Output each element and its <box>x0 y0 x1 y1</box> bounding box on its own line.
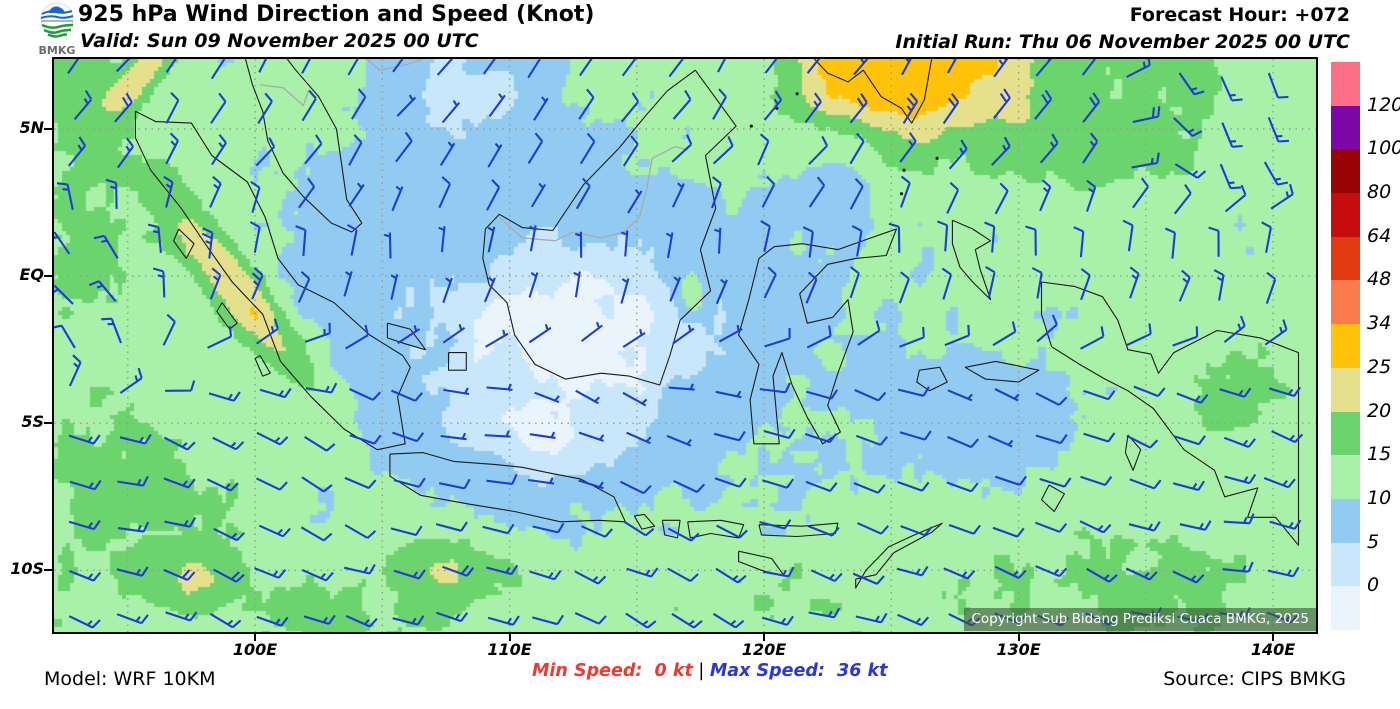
coastline <box>386 322 427 351</box>
lon-axis-label: 140E <box>1250 640 1296 659</box>
max-speed-label: Max Speed: <box>709 661 831 681</box>
coastline <box>134 110 411 451</box>
lon-axis-label: 110E <box>487 640 532 659</box>
footer-source: Source: CIPS BMKG <box>1163 668 1346 690</box>
colorbar-label: 48 <box>1367 268 1392 291</box>
colorbar-segment <box>1331 455 1360 499</box>
colorbar-label: 15 <box>1367 443 1392 466</box>
colorbar-label: 100 <box>1367 137 1400 160</box>
colorbar-segment <box>1331 498 1360 543</box>
coastline <box>738 228 897 445</box>
lon-axis-label: 100E <box>232 640 278 659</box>
colorbar-segment <box>1331 236 1360 281</box>
coastline <box>216 302 238 330</box>
island-dot <box>935 156 939 160</box>
copyright-overlay: Copyright Sub Bidang Prediksi Cuaca BMKG… <box>964 608 1316 631</box>
coastline <box>173 228 195 259</box>
colorbar-segment <box>1331 586 1360 630</box>
country-border <box>365 59 425 71</box>
coastline <box>813 59 933 124</box>
coastline <box>254 355 271 377</box>
lon-tick <box>508 632 511 641</box>
map-overlay-svg <box>54 59 1316 632</box>
initial-run: Initial Run: Thu 06 November 2025 00 UTC <box>895 31 1350 53</box>
bmkg-logo-text: BMKG <box>38 44 76 57</box>
colorbar-segment <box>1331 367 1360 412</box>
island-dot <box>899 192 904 196</box>
coastline <box>447 352 467 371</box>
coastline <box>633 513 656 530</box>
colorbar-segment <box>1331 324 1360 368</box>
colorbar-label: 34 <box>1367 312 1392 335</box>
forecast-hour-value: +072 <box>1294 4 1350 26</box>
coastline <box>661 519 681 539</box>
valid-datetime: Valid: Sun 09 November 2025 00 UTC <box>80 30 479 52</box>
coastline <box>758 522 839 538</box>
colorbar-segment <box>1331 542 1360 587</box>
lat-tick <box>44 422 53 425</box>
lon-axis-label: 130E <box>996 640 1041 659</box>
colorbar-label: 64 <box>1367 224 1392 247</box>
forecast-hour: Forecast Hour: +072 <box>1130 4 1350 26</box>
speed-separator: | <box>692 661 710 681</box>
lat-axis-label: EQ <box>19 265 44 285</box>
footer-model: Model: WRF 10KM <box>44 668 216 690</box>
colorbar-segment <box>1331 105 1360 150</box>
wind-barbs <box>54 59 1304 629</box>
country-border <box>498 146 688 242</box>
colorbar-label: 80 <box>1367 181 1392 204</box>
colorbar <box>1331 62 1360 630</box>
country-border <box>260 84 310 107</box>
coastline <box>482 69 737 386</box>
colorbar-label: 10 <box>1367 486 1392 509</box>
forecast-hour-label: Forecast Hour: <box>1129 4 1295 26</box>
colorbar-segment <box>1331 62 1360 106</box>
colorbar-label: 20 <box>1367 399 1392 422</box>
colorbar-segment <box>1331 411 1360 456</box>
coastline <box>951 219 992 301</box>
coastline <box>389 452 626 523</box>
coastline <box>244 59 363 233</box>
min-speed-value: 0 kt <box>648 661 693 681</box>
lon-tick <box>254 632 257 641</box>
colorbar-segment <box>1331 149 1360 194</box>
gridlines <box>54 59 1316 632</box>
colorbar-label: 25 <box>1367 355 1392 378</box>
max-speed-value: 36 kt <box>830 661 888 681</box>
coastline <box>1124 434 1142 471</box>
colorbar-segment <box>1331 193 1360 237</box>
coastline <box>964 360 1040 383</box>
colorbar-segment <box>1331 280 1360 325</box>
lat-tick <box>44 128 53 130</box>
bmkg-logo-icon <box>40 2 74 38</box>
lon-tick <box>1272 632 1275 641</box>
page-title: 925 hPa Wind Direction and Speed (Knot) <box>78 2 595 27</box>
coastline <box>1040 281 1300 546</box>
lon-axis-label: 120E <box>741 640 787 659</box>
lat-tick <box>44 275 53 278</box>
coastline <box>855 522 943 589</box>
lon-tick <box>1017 632 1020 641</box>
lat-axis-label: 5S <box>21 412 44 432</box>
colorbar-label: 0 <box>1367 574 1380 597</box>
speed-summary: Min Speed: 0 kt | Max Speed: 36 kt <box>532 661 888 681</box>
coastline <box>916 366 948 392</box>
colorbar-label: 120 <box>1367 93 1400 116</box>
island-dot <box>749 124 753 128</box>
coastline <box>1040 484 1065 513</box>
lon-tick <box>763 632 766 641</box>
island-dot <box>795 92 799 96</box>
min-speed-label: Min Speed: <box>532 661 649 681</box>
lat-axis-label: 5N <box>19 118 44 137</box>
coastline <box>738 550 785 577</box>
header-logo: BMKG <box>38 2 76 56</box>
colorbar-label: 5 <box>1367 530 1380 553</box>
map-frame: Copyright Sub Bidang Prediksi Cuaca BMKG… <box>52 57 1318 634</box>
lat-axis-label: 10S <box>10 559 44 579</box>
island-dot <box>902 168 906 172</box>
lat-tick <box>44 569 53 572</box>
